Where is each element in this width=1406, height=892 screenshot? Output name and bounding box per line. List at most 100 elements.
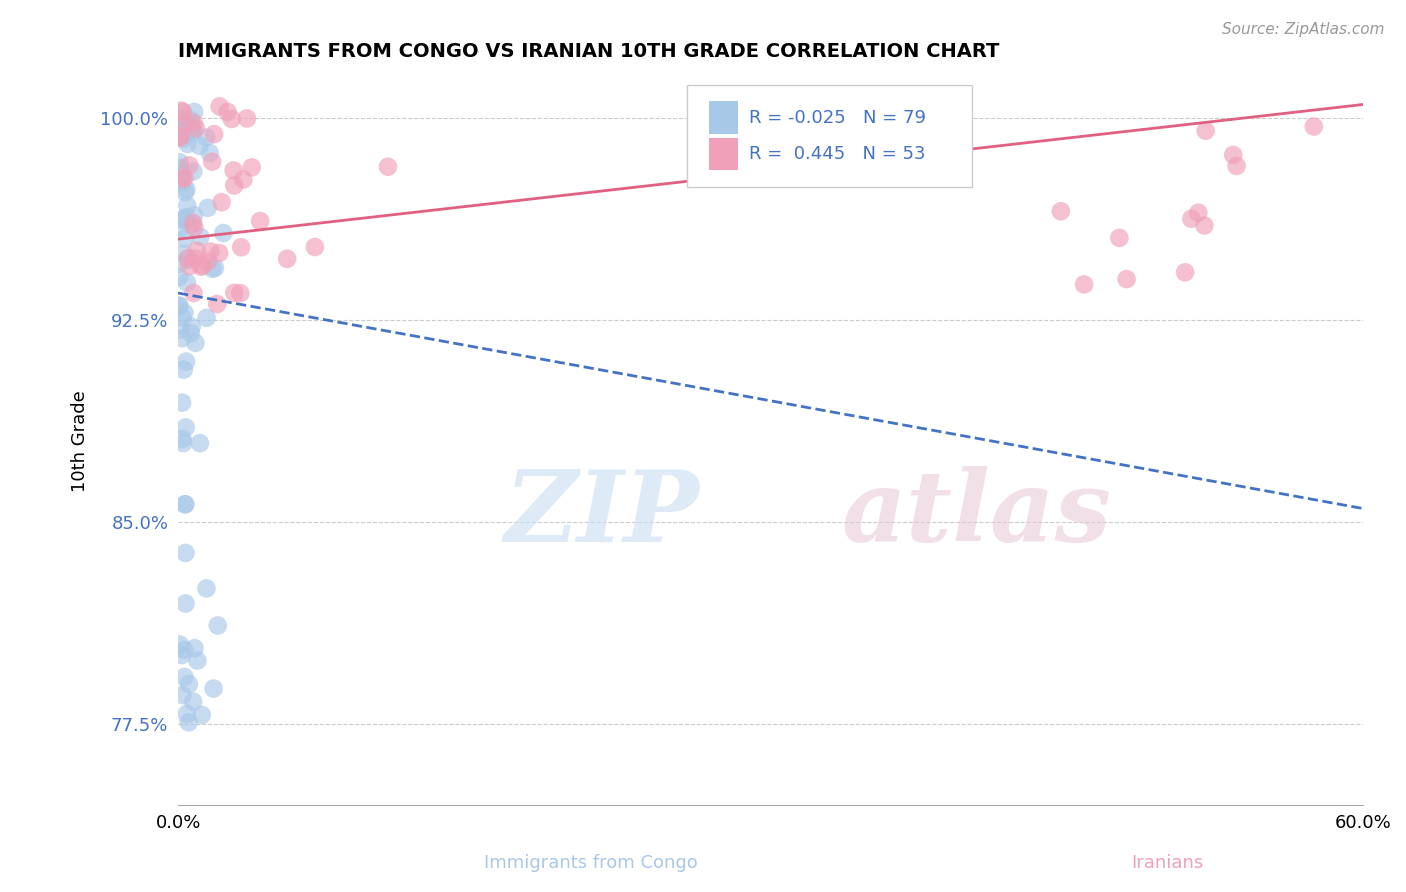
Point bbox=[176, 276, 198, 290]
Point bbox=[377, 160, 399, 174]
Point bbox=[222, 163, 245, 178]
Point bbox=[1115, 272, 1137, 286]
Point bbox=[167, 111, 190, 125]
Point bbox=[173, 124, 195, 138]
Text: IMMIGRANTS FROM CONGO VS IRANIAN 10TH GRADE CORRELATION CHART: IMMIGRANTS FROM CONGO VS IRANIAN 10TH GR… bbox=[179, 42, 1000, 61]
Point bbox=[184, 252, 207, 266]
Point bbox=[191, 259, 214, 273]
Point bbox=[172, 171, 194, 186]
Point bbox=[170, 176, 193, 190]
Point bbox=[172, 212, 194, 227]
Point bbox=[176, 136, 198, 151]
Point bbox=[197, 254, 219, 268]
Point bbox=[167, 257, 190, 271]
Point bbox=[181, 216, 204, 230]
Point bbox=[177, 251, 200, 265]
Text: Source: ZipAtlas.com: Source: ZipAtlas.com bbox=[1222, 22, 1385, 37]
Point bbox=[172, 688, 194, 702]
Point bbox=[181, 695, 204, 709]
Point bbox=[169, 161, 191, 175]
Point bbox=[174, 497, 197, 511]
Point bbox=[176, 119, 198, 133]
Point bbox=[179, 112, 201, 127]
Point bbox=[184, 121, 207, 136]
Point bbox=[170, 103, 193, 118]
Text: atlas: atlas bbox=[841, 466, 1111, 562]
Point bbox=[169, 129, 191, 144]
Point bbox=[170, 167, 193, 181]
Point bbox=[201, 261, 224, 276]
Point bbox=[172, 105, 194, 120]
Point bbox=[173, 170, 195, 185]
Point bbox=[190, 230, 212, 244]
Point bbox=[172, 310, 194, 325]
Point bbox=[184, 335, 207, 350]
Point bbox=[229, 286, 252, 301]
Point bbox=[172, 331, 194, 345]
Point bbox=[173, 232, 195, 246]
Point bbox=[1073, 277, 1095, 292]
Point bbox=[1174, 265, 1197, 279]
Point bbox=[173, 246, 195, 260]
Point bbox=[1050, 204, 1073, 219]
Point bbox=[169, 155, 191, 169]
Point bbox=[180, 319, 202, 334]
Point bbox=[174, 117, 197, 131]
Point bbox=[179, 259, 201, 273]
Point bbox=[174, 185, 197, 199]
Point bbox=[276, 252, 298, 266]
Text: Iranians: Iranians bbox=[1130, 855, 1204, 872]
Point bbox=[183, 104, 205, 119]
Point bbox=[172, 432, 194, 446]
Point bbox=[195, 130, 218, 145]
Point bbox=[229, 240, 252, 254]
Point bbox=[173, 643, 195, 657]
Point bbox=[180, 120, 202, 135]
Point bbox=[190, 260, 212, 274]
Point bbox=[191, 707, 214, 722]
Point bbox=[170, 169, 193, 183]
FancyBboxPatch shape bbox=[688, 85, 972, 186]
Y-axis label: 10th Grade: 10th Grade bbox=[72, 391, 89, 492]
Point bbox=[1180, 211, 1202, 226]
Text: R = -0.025   N = 79: R = -0.025 N = 79 bbox=[749, 109, 927, 127]
Text: ZIP: ZIP bbox=[505, 466, 699, 562]
Point bbox=[208, 99, 231, 113]
Point bbox=[183, 641, 205, 656]
Point bbox=[224, 178, 246, 193]
Point bbox=[1302, 120, 1324, 134]
Point bbox=[304, 240, 326, 254]
Point bbox=[1108, 231, 1130, 245]
Point bbox=[202, 127, 225, 141]
Point bbox=[173, 306, 195, 320]
Point bbox=[200, 244, 222, 259]
Point bbox=[176, 122, 198, 136]
Point bbox=[236, 112, 259, 126]
Point bbox=[180, 218, 202, 232]
Point bbox=[186, 654, 208, 668]
Point bbox=[174, 214, 197, 228]
Point bbox=[211, 195, 233, 210]
Point bbox=[173, 362, 195, 376]
Point bbox=[167, 298, 190, 312]
Point bbox=[232, 172, 254, 186]
Point bbox=[170, 322, 193, 336]
Point bbox=[170, 648, 193, 662]
Point bbox=[183, 208, 205, 222]
Point bbox=[204, 260, 226, 275]
Point bbox=[181, 125, 204, 139]
Point bbox=[195, 310, 218, 325]
Point bbox=[183, 286, 205, 301]
Point bbox=[169, 130, 191, 145]
Point bbox=[202, 681, 225, 696]
Point bbox=[186, 244, 208, 258]
Point bbox=[212, 226, 235, 240]
Point bbox=[174, 354, 197, 368]
Point bbox=[1194, 219, 1216, 233]
Point bbox=[177, 677, 200, 691]
Point bbox=[183, 116, 205, 130]
Point bbox=[177, 715, 200, 730]
Point bbox=[188, 139, 211, 153]
Point bbox=[172, 132, 194, 146]
Point bbox=[167, 299, 190, 313]
